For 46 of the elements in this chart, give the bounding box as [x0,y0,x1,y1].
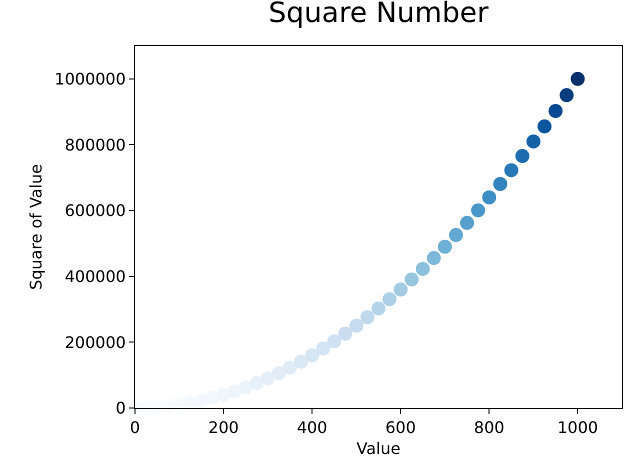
point [194,394,208,408]
y-tick-label: 200000 [64,332,126,352]
point [305,348,320,362]
y-tick-label: 600000 [64,201,126,220]
point [294,354,308,369]
x-tick-label: 800 [474,418,504,438]
point [504,163,518,178]
x-tick-label: 0 [130,418,140,438]
point [493,177,508,192]
y-tick-label: 400000 [64,266,126,286]
point [338,326,352,341]
point [548,104,563,118]
x-tick-label: 200 [208,418,239,438]
point [260,371,275,386]
point [316,342,330,356]
point [448,228,463,242]
point [282,360,297,375]
point [272,366,286,380]
point [349,318,364,333]
point [250,376,264,390]
point [538,119,552,134]
point [438,240,452,254]
x-tick-label: 600 [385,418,416,438]
point [560,88,574,102]
point [426,251,441,266]
point [460,216,474,230]
x-tick-label: 400 [296,418,328,438]
point [482,190,496,204]
point [471,203,486,218]
chart-title: Square Number [268,0,489,29]
x-tick-label: 1000 [557,418,598,438]
point [404,272,419,286]
point [515,149,530,164]
point [382,292,397,306]
point [416,262,430,276]
point [327,334,342,348]
y-axis-title: Square of Value [26,164,46,290]
point [526,134,540,148]
x-axis-title: Value [356,438,400,458]
point [394,282,408,297]
point [570,72,585,86]
y-tick-label: 1000000 [54,70,126,89]
y-tick-label: 0 [116,398,126,418]
y-tick-label: 800000 [64,135,126,154]
point [372,301,386,316]
point [360,310,374,324]
